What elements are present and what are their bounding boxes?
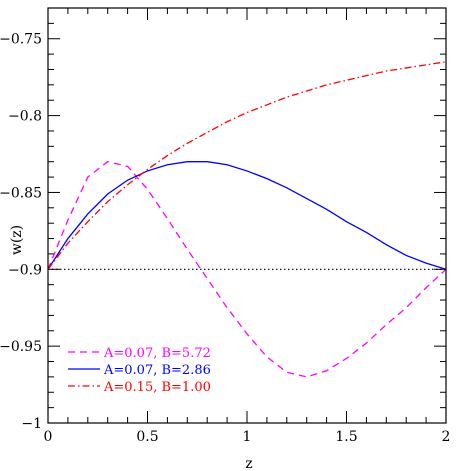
- series-line-1: [48, 160, 446, 378]
- legend-label-1: A=0.07, B=5.72: [103, 346, 211, 361]
- series-line-3: [48, 61, 446, 270]
- x-axis-label: z: [245, 456, 252, 471]
- y-tick-label: −0.85: [0, 185, 42, 201]
- y-tick-label: −1: [21, 416, 42, 432]
- x-tick-label: 2: [442, 429, 451, 445]
- y-tick-label: −0.95: [0, 339, 42, 355]
- axes-layer: 0 0.5 1 1.5 2 −1 −0.95 −0.9 −0.85 −0.8 −0.75: [0, 7, 451, 445]
- series-layer: [48, 61, 446, 378]
- y-axis-label: w(z): [9, 225, 25, 255]
- legend-label-2: A=0.07, B=2.86: [103, 363, 211, 378]
- legend: A=0.07, B=5.72 A=0.07, B=2.86 A=0.15, B=1.…: [68, 346, 211, 395]
- legend-label-3: A=0.15, B=1.00: [103, 380, 211, 395]
- x-tick-label: 0: [44, 429, 53, 445]
- y-tick-label: −0.8: [8, 109, 42, 125]
- y-tick-label: −0.75: [0, 32, 42, 48]
- x-tick-label: 0.5: [136, 429, 158, 445]
- series-line-2: [48, 161, 446, 270]
- x-tick-label: 1.5: [335, 429, 357, 445]
- y-tick-label: −0.9: [8, 262, 42, 278]
- x-tick-label: 1: [243, 429, 252, 445]
